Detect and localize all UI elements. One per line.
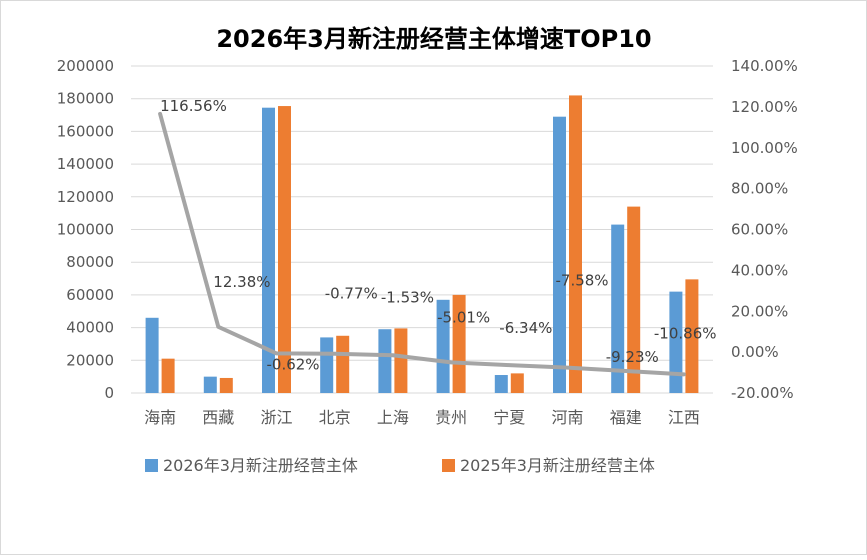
legend-label-2025: 2025年3月新注册经营主体	[460, 456, 655, 475]
left-axis-tick-label: 140000	[57, 155, 114, 173]
bars	[145, 95, 699, 394]
growth-data-label: 116.56%	[160, 97, 227, 115]
right-axis-tick-label: 80.00%	[731, 180, 788, 198]
bar-2025	[452, 294, 466, 393]
left-axis-tick-label: 20000	[66, 351, 114, 369]
category-label: 贵州	[435, 408, 467, 427]
category-label: 上海	[377, 408, 409, 427]
bar-2026	[320, 337, 334, 393]
right-axis-ticks: -20.00% 0.00% 20.00% 40.00% 60.00% 80.00% 100.…	[731, 57, 798, 402]
bar-2026	[553, 116, 566, 393]
left-axis-ticks: 0 20000 40000 60000 80000 100000 120000 140000 1…	[57, 57, 114, 402]
bar-2026	[669, 291, 683, 393]
left-axis-tick-label: 160000	[57, 122, 114, 140]
left-axis-tick-label: 200000	[57, 57, 114, 75]
right-axis-tick-label: 120.00%	[731, 98, 798, 116]
left-axis-tick-label: 80000	[66, 253, 114, 271]
bar-2026	[262, 107, 275, 393]
growth-data-labels: 116.56% 12.38% -0.62% -0.77% -1.53%-5.01% -6.…	[160, 97, 716, 373]
bar-2025	[394, 328, 408, 393]
right-axis-tick-label: 140.00%	[731, 57, 798, 75]
bar-2026	[378, 329, 392, 393]
bar-2025	[627, 206, 641, 393]
category-label: 北京	[319, 408, 351, 427]
category-labels: 海南 西藏 浙江 北京 上海 贵州 宁夏 河南 福建 江西	[144, 408, 700, 427]
left-axis-tick-label: 0	[104, 384, 114, 402]
bar-2025	[336, 335, 350, 393]
bar-2025	[685, 279, 699, 393]
legend-label-2026: 2026年3月新注册经营主体	[163, 456, 358, 475]
category-label: 江西	[668, 408, 700, 427]
category-label: 浙江	[260, 408, 292, 427]
growth-data-label: -10.86%	[654, 324, 717, 342]
growth-data-label: -9.23%	[606, 348, 659, 366]
right-axis-tick-label: 100.00%	[731, 139, 798, 157]
bar-2025	[569, 95, 582, 394]
bar-2026	[494, 375, 508, 393]
left-axis-tick-label: 120000	[57, 188, 114, 206]
growth-data-label: -0.77%	[325, 285, 378, 303]
bar-2025	[278, 106, 291, 394]
growth-data-label: -1.53%	[381, 288, 434, 306]
right-axis-tick-label: 0.00%	[731, 343, 779, 361]
chart-title: 2026年3月新注册经营主体增速TOP10	[216, 25, 651, 53]
left-axis-tick-label: 100000	[57, 221, 114, 239]
right-axis-tick-label: 20.00%	[731, 302, 788, 320]
category-label: 西藏	[202, 408, 234, 427]
bar-2026	[203, 376, 217, 393]
growth-data-label: -0.62%	[267, 355, 320, 373]
bar-2026	[436, 299, 450, 393]
right-axis-tick-label: -20.00%	[731, 384, 794, 402]
left-axis-tick-label: 60000	[66, 286, 114, 304]
left-axis-tick-label: 40000	[66, 319, 114, 337]
legend: 2026年3月新注册经营主体 2025年3月新注册经营主体	[145, 456, 655, 475]
legend-swatch-2025	[442, 459, 455, 472]
category-label: 宁夏	[493, 408, 525, 427]
category-label: 河南	[551, 408, 583, 427]
bar-2025	[161, 358, 175, 393]
right-axis-tick-label: 40.00%	[731, 261, 788, 279]
growth-line-path	[158, 111, 686, 377]
bar-2025	[510, 373, 524, 393]
category-label: 海南	[144, 408, 176, 427]
bar-2026	[611, 224, 625, 393]
gridlines	[131, 65, 713, 394]
growth-line	[158, 111, 686, 377]
bar-2025	[219, 377, 233, 393]
left-axis-tick-label: 180000	[57, 90, 114, 108]
right-axis-tick-label: 60.00%	[731, 221, 788, 239]
growth-data-label: 12.38%	[213, 273, 270, 291]
growth-data-label: -6.34%	[499, 319, 552, 337]
growth-data-label: -7.58%	[556, 272, 609, 290]
legend-swatch-2026	[145, 459, 158, 472]
category-label: 福建	[610, 408, 642, 427]
bar-2026	[145, 317, 159, 393]
growth-data-label: -5.01%	[437, 308, 490, 326]
